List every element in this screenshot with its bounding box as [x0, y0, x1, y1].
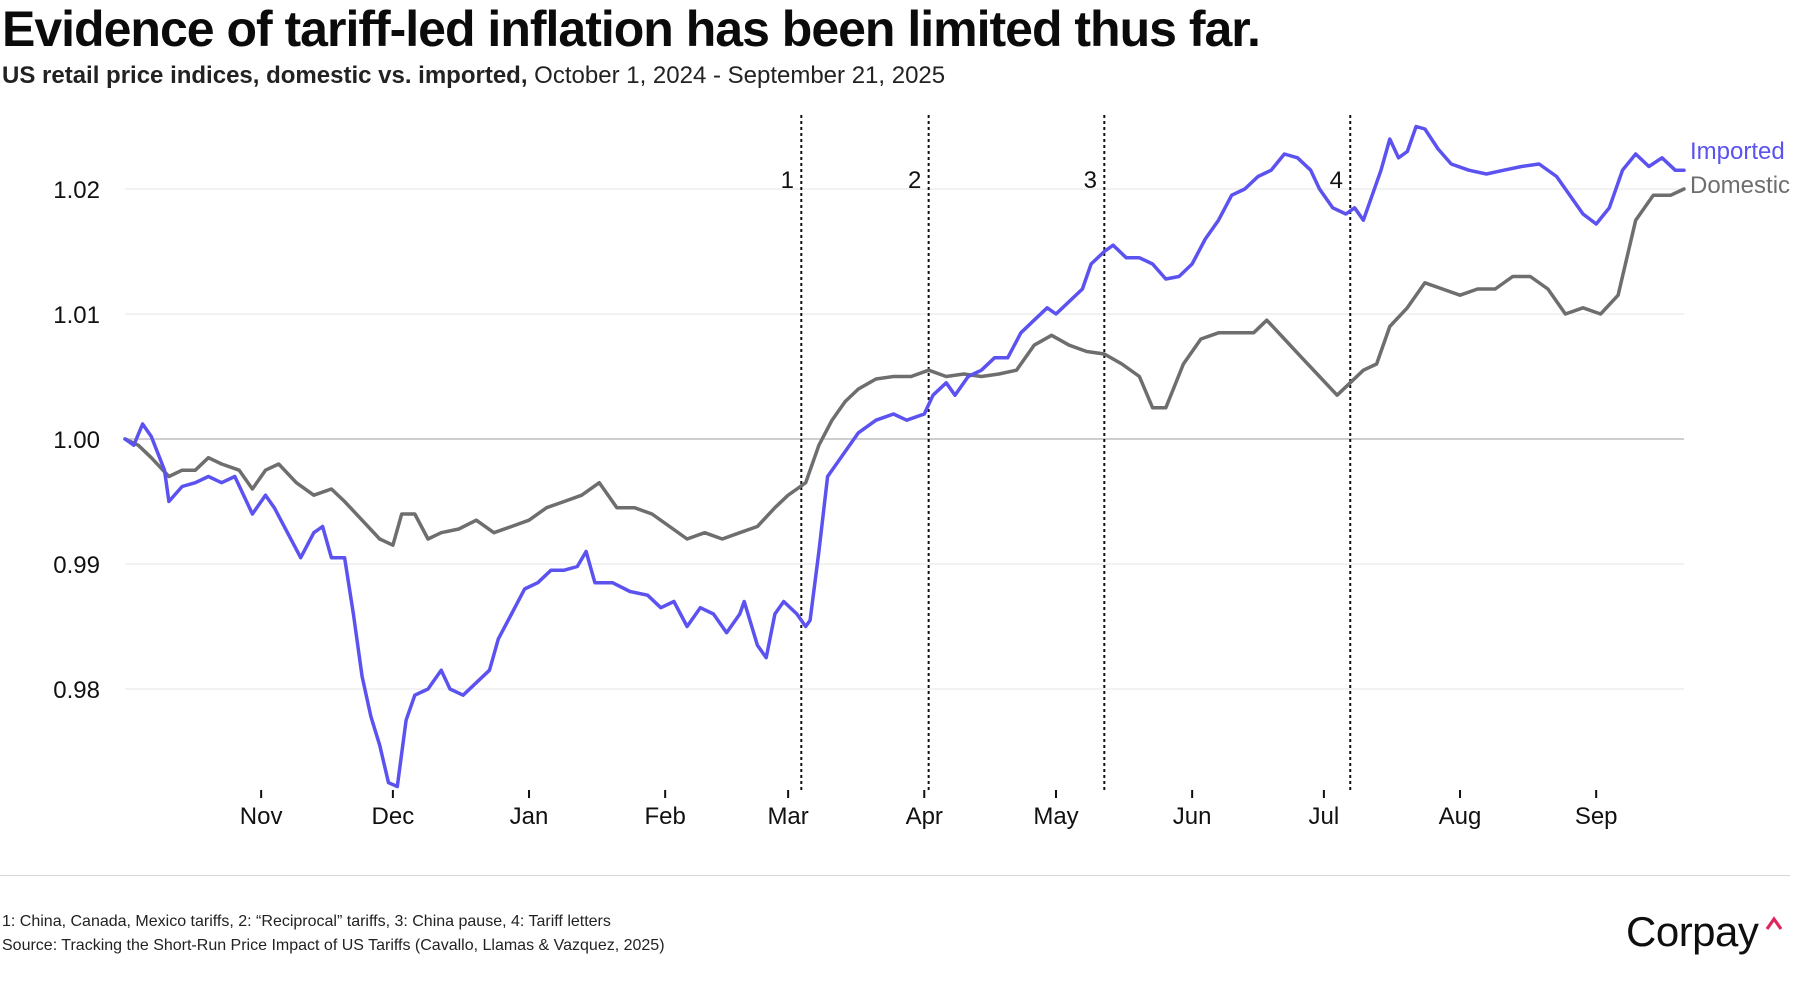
y-tick-label: 1.01: [53, 302, 100, 329]
chart-subtitle: US retail price indices, domestic vs. im…: [2, 62, 945, 90]
x-tick-label: Mar: [767, 803, 808, 830]
x-tick-label: Apr: [906, 803, 943, 830]
event-label-3: 3: [1084, 167, 1097, 194]
event-label-2: 2: [908, 167, 921, 194]
x-tick-label: Sep: [1575, 803, 1618, 830]
x-tick-label: Jan: [510, 803, 549, 830]
x-tick-label: Jul: [1309, 803, 1340, 830]
logo-caret-icon: [1765, 916, 1783, 930]
corpay-logo: Corpay: [1626, 908, 1759, 955]
x-tick-label: May: [1033, 803, 1078, 830]
event-label-4: 4: [1330, 167, 1343, 194]
series-line-domestic: [123, 187, 1686, 547]
x-tick-label: Dec: [372, 803, 415, 830]
series-lines: [123, 124, 1686, 789]
event-label-1: 1: [781, 167, 794, 194]
footer-divider: [0, 875, 1790, 876]
y-tick-label: 1.00: [53, 427, 100, 454]
x-tick-label: Aug: [1439, 803, 1482, 830]
x-tick-label: Feb: [644, 803, 685, 830]
series-labels: Imported Domestic: [1690, 138, 1790, 199]
y-tick-label: 0.99: [53, 552, 100, 579]
series-label-imported: Imported: [1690, 138, 1785, 165]
subtitle-bold: US retail price indices, domestic vs. im…: [2, 62, 528, 89]
footnote-events: 1: China, Canada, Mexico tariffs, 2: “Re…: [2, 913, 611, 930]
y-tick-label: 0.98: [53, 677, 100, 704]
series-line-imported: [123, 124, 1686, 789]
chart-title: Evidence of tariff-led inflation has bee…: [2, 1, 1261, 57]
line-chart: 0.98 0.99 1.00 1.01 1.02 Nov Dec Jan Feb Mar Apr M…: [53, 115, 1790, 830]
footnote-source: Source: Tracking the Short-Run Price Imp…: [2, 937, 665, 954]
x-axis-tick-labels: Nov Dec Jan Feb Mar Apr May Jun Jul Aug Sep: [240, 790, 1618, 830]
grid-lines: [125, 188, 1684, 690]
y-axis-tick-labels: 0.98 0.99 1.00 1.01 1.02: [53, 177, 100, 704]
x-tick-label: Nov: [240, 803, 283, 830]
subtitle-date-range: October 1, 2024 - September 21, 2025: [527, 62, 946, 89]
event-markers: 1 2 3 4: [781, 115, 1352, 790]
y-tick-label: 1.02: [53, 177, 100, 204]
series-label-domestic: Domestic: [1690, 172, 1790, 199]
x-tick-label: Jun: [1173, 803, 1212, 830]
